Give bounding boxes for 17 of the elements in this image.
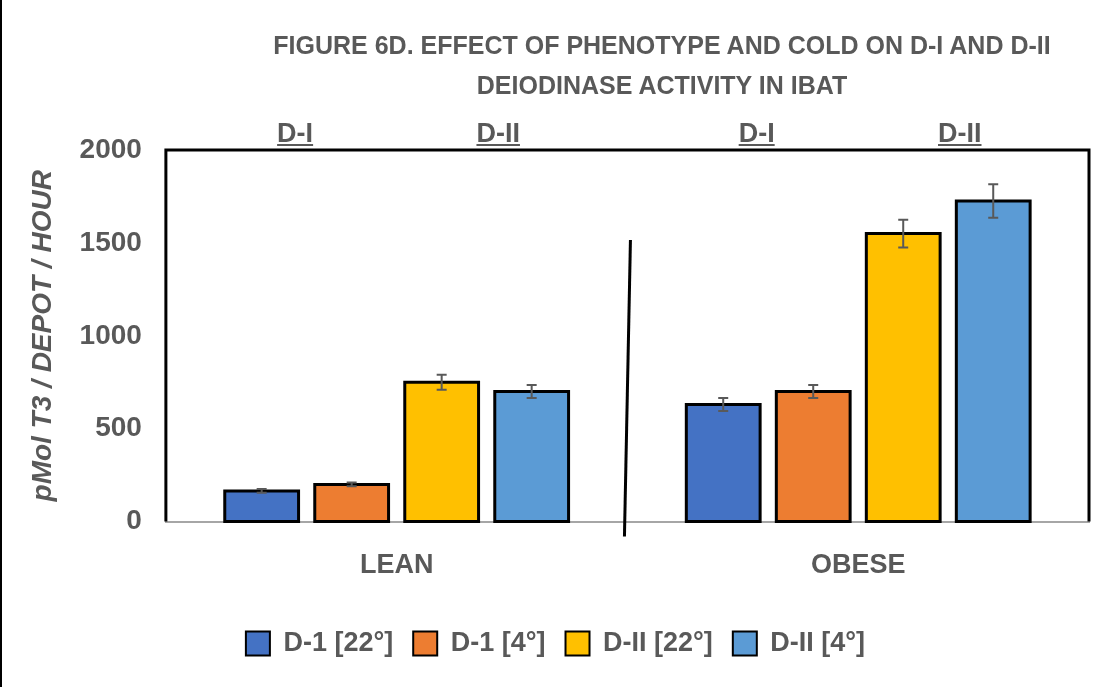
y-tick-label: 0 [126, 504, 142, 536]
legend-label: D-1 [22°] [283, 626, 394, 657]
y-tick-label: 1000 [79, 318, 142, 350]
legend-label: D-II [4°] [770, 626, 866, 657]
text: D-II [938, 118, 982, 149]
text: D-II [476, 118, 520, 149]
y-tick-label: 500 [95, 411, 142, 443]
chart-title: FIGURE 6D. EFFECT OF PHENOTYPE AND COLD ON D-I AND D-II DEIODINASE ACTIVITY IN IBAT [272, 30, 1052, 101]
x-tick-label: LEAN [359, 549, 434, 580]
y-tick-label: 2000 [79, 132, 142, 164]
x-tick-label: OBESE [810, 549, 906, 580]
legend-label: D-II [22°] [603, 626, 713, 657]
y-tick-label: 1500 [79, 225, 142, 257]
text: D-I [738, 118, 775, 149]
y-axis-title: pMol T3 / DEPOT / HOUR [25, 169, 57, 503]
text: D-I [277, 118, 314, 149]
legend-label: D-1 [4°] [450, 626, 546, 657]
